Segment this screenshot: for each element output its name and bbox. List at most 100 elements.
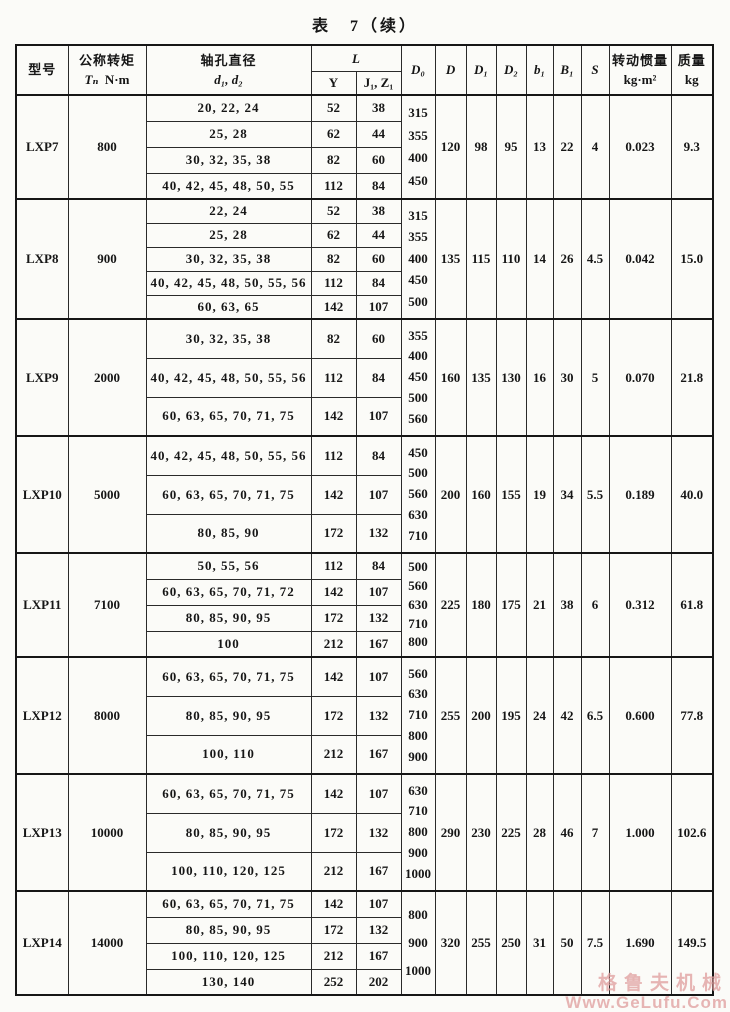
d-cell: 290 bbox=[434, 773, 467, 892]
d1-cell: 255 bbox=[465, 890, 497, 996]
torque-name-label: 公称转矩 bbox=[78, 52, 135, 68]
d0-value: 710 bbox=[408, 615, 428, 631]
bore-cell: 25, 28 bbox=[145, 222, 312, 248]
b1-lower-cell: 13 bbox=[525, 94, 554, 200]
model-cell: LXP14 bbox=[15, 890, 69, 996]
col-header-L: L bbox=[310, 44, 402, 72]
d0-value: 710 bbox=[408, 528, 428, 544]
mass-unit-label: kg bbox=[684, 72, 699, 87]
d0-value: 1000 bbox=[405, 962, 432, 978]
d-cell: 225 bbox=[434, 552, 467, 658]
col-header-mass: 质量 kg bbox=[670, 44, 714, 96]
len-jz-cell: 167 bbox=[355, 942, 402, 970]
bore-cell: 60, 63, 65, 70, 71, 75 bbox=[145, 474, 312, 515]
bore-cell: 30, 32, 35, 38 bbox=[145, 146, 312, 174]
b1-lower-cell: 16 bbox=[525, 318, 554, 437]
len-jz-cell: 107 bbox=[355, 294, 402, 320]
bore-cell: 22, 24 bbox=[145, 198, 312, 224]
d0-value: 500 bbox=[408, 465, 428, 481]
d2-cell: 130 bbox=[495, 318, 527, 437]
d0-value-stack: 560 630 710 800 900 bbox=[402, 660, 434, 771]
d0-value: 500 bbox=[408, 293, 428, 309]
len-jz-cell: 107 bbox=[355, 474, 402, 515]
b1-upper-cell: 34 bbox=[552, 435, 582, 554]
d0-value-stack: 800 900 1000 bbox=[402, 894, 434, 992]
bore-row: 25, 28 62 44 bbox=[16, 222, 713, 248]
mass-cell: 15.0 bbox=[670, 198, 714, 320]
b1-lower-cell: 14 bbox=[525, 198, 554, 320]
mass-cell: 40.0 bbox=[670, 435, 714, 554]
d0-cell: 630 710 800 900 1000 bbox=[400, 773, 436, 892]
inertia-name-label: 转动惯量 bbox=[612, 52, 669, 68]
col-header-D2: D₂ bbox=[495, 44, 527, 96]
col-header-D1: D₁ bbox=[465, 44, 497, 96]
bore-row: 100 212 167 bbox=[16, 630, 713, 658]
b1-upper-cell: 22 bbox=[552, 94, 582, 200]
bore-cell: 80, 85, 90, 95 bbox=[145, 812, 312, 853]
d-cell: 255 bbox=[434, 656, 467, 775]
d0-value: 800 bbox=[408, 906, 428, 922]
table-title: 表 7（续） bbox=[311, 18, 418, 35]
len-y-cell: 112 bbox=[310, 172, 357, 200]
d0-value-stack: 315 355 400 450 500 bbox=[402, 202, 434, 316]
mass-cell: 61.8 bbox=[670, 552, 714, 658]
bore-cell: 60, 63, 65, 70, 71, 72 bbox=[145, 578, 312, 606]
b1-upper-cell: 38 bbox=[552, 552, 582, 658]
len-y-cell: 142 bbox=[310, 656, 357, 697]
d-cell: 200 bbox=[434, 435, 467, 554]
d2-cell: 95 bbox=[495, 94, 527, 200]
len-y-cell: 52 bbox=[310, 198, 357, 224]
bore-row: LXP7 800 20, 22, 24 52 38 315 355 400 450 120 98 95… bbox=[15, 94, 714, 200]
b1-lower-cell: 19 bbox=[525, 435, 554, 554]
bore-cell: 60, 63, 65 bbox=[145, 294, 312, 320]
bore-cell: 60, 63, 65, 70, 71, 75 bbox=[145, 890, 312, 918]
bore-cell: 40, 42, 45, 48, 50, 55, 56 bbox=[145, 357, 312, 398]
b1-lower-cell: 28 bbox=[525, 773, 554, 892]
torque-cell: 14000 bbox=[67, 890, 147, 996]
inertia-cell: 1.690 bbox=[608, 890, 672, 996]
s-cell: 6 bbox=[580, 552, 610, 658]
bore-row: 40, 42, 45, 48, 50, 55, 56 112 84 bbox=[16, 270, 713, 296]
d0-value: 400 bbox=[408, 348, 428, 364]
d0-value: 560 bbox=[408, 486, 428, 502]
bore-row: LXP11 7100 50, 55, 56 112 84 500 560 630 710 800 2… bbox=[15, 552, 714, 658]
d0-value-stack: 500 560 630 710 800 bbox=[402, 556, 434, 654]
bore-row: 60, 63, 65, 70, 71, 72 142 107 bbox=[16, 578, 713, 606]
torque-cell: 900 bbox=[67, 198, 147, 320]
torque-cell: 8000 bbox=[67, 656, 147, 775]
d0-value: 630 bbox=[408, 507, 428, 523]
bore-row: LXP12 8000 60, 63, 65, 70, 71, 75 142 107 560… bbox=[15, 656, 714, 775]
inertia-cell: 0.042 bbox=[608, 198, 672, 320]
d0-value: 800 bbox=[408, 728, 428, 744]
col-header-JZ: J₁, Z₁ bbox=[355, 70, 402, 96]
torque-cell: 800 bbox=[67, 94, 147, 200]
table-header: 型号 公称转矩 Tₙ N·m 轴孔直径 d₁, d₂ L D₀ D D₁ D₂ … bbox=[15, 44, 714, 96]
d-cell: 320 bbox=[434, 890, 467, 996]
d0-value: 450 bbox=[408, 444, 428, 460]
model-cell: LXP10 bbox=[15, 435, 69, 554]
d1-cell: 200 bbox=[465, 656, 497, 775]
mass-cell: 21.8 bbox=[670, 318, 714, 437]
s-cell: 4 bbox=[580, 94, 610, 200]
d0-value-stack: 315 355 400 450 bbox=[402, 98, 434, 196]
d0-value: 560 bbox=[408, 578, 428, 594]
len-jz-cell: 132 bbox=[355, 513, 402, 554]
len-y-cell: 112 bbox=[310, 270, 357, 296]
d0-value: 710 bbox=[408, 803, 428, 819]
len-jz-cell: 107 bbox=[355, 396, 402, 437]
bore-cell: 100, 110, 120, 125 bbox=[145, 851, 312, 892]
bore-row: 30, 32, 35, 38 82 60 bbox=[16, 146, 713, 174]
b1-lower-cell: 31 bbox=[525, 890, 554, 996]
bore-row: 40, 42, 45, 48, 50, 55 112 84 bbox=[16, 172, 713, 200]
bore-cell: 60, 63, 65, 70, 71, 75 bbox=[145, 773, 312, 814]
model-cell: LXP9 bbox=[15, 318, 69, 437]
len-jz-cell: 60 bbox=[355, 246, 402, 272]
d0-value: 400 bbox=[408, 150, 428, 166]
inertia-cell: 1.000 bbox=[608, 773, 672, 892]
d0-value: 315 bbox=[408, 208, 428, 224]
bore-cell: 100 bbox=[145, 630, 312, 658]
d0-value: 560 bbox=[408, 665, 428, 681]
d-cell: 120 bbox=[434, 94, 467, 200]
bore-cell: 100, 110 bbox=[145, 734, 312, 775]
